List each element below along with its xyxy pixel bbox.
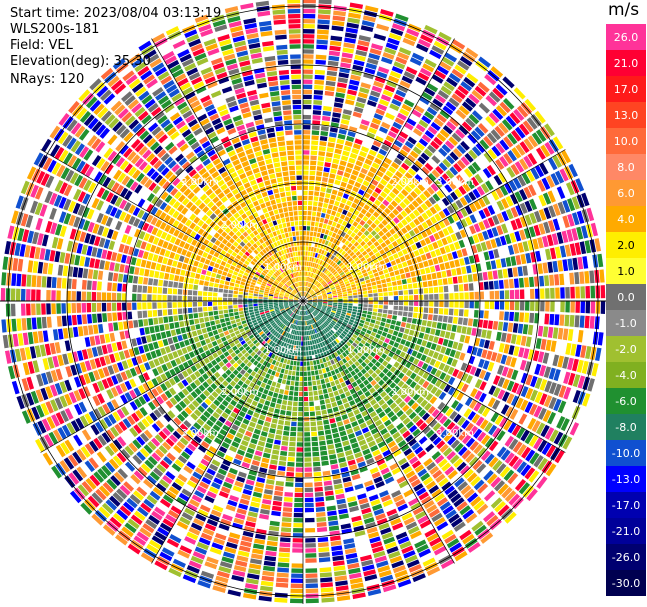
colorbar-swatch (606, 388, 646, 415)
colorbar-swatch (606, 154, 646, 181)
colorbar-swatch (606, 50, 646, 77)
ppi-scan-plot: 1.00km 1.00km 1.00km 1.00km 2.00km 2.00km 2.00… (0, 0, 606, 604)
colorbar-tick-label: 10.0 (613, 135, 639, 148)
colorbar-tick-label: 13.0 (613, 109, 639, 122)
range-ring-label: 1.00km (347, 345, 385, 356)
range-ring-label: 2.00km (221, 387, 259, 398)
start-time-label: Start time: 2023/08/04 03:13:19 (10, 6, 222, 21)
colorbar-tick-label: 21.0 (613, 57, 639, 70)
colorbar-swatch (606, 258, 646, 285)
field-label: Field: VEL (10, 38, 73, 53)
colorbar-tick-label: -30.0 (611, 577, 641, 590)
colorbar-swatch (606, 336, 646, 363)
range-rings: 1.00km 1.00km 1.00km 1.00km 2.00km 2.00km 2.00… (0, 0, 606, 604)
colorbar-tick-label: -17.0 (611, 499, 641, 512)
colorbar-swatch (606, 102, 646, 129)
colorbar-swatch (606, 180, 646, 207)
colorbar-tick-label: -10.0 (611, 447, 641, 460)
instrument-label: WLS200s-181 (10, 22, 100, 37)
colorbar-swatch (606, 492, 646, 519)
colorbar-swatch (606, 206, 646, 233)
colorbar-tick-label: -13.0 (611, 473, 641, 486)
colorbar-swatch (606, 310, 646, 337)
velocity-colorbar (606, 24, 646, 596)
colorbar-tick-label: 17.0 (613, 83, 639, 96)
range-ring-label: 2.00km (391, 387, 429, 398)
range-ring-label: 3.00km (181, 428, 219, 439)
scan-gates (0, 0, 606, 604)
colorbar-tick-label: -4.0 (615, 369, 637, 382)
colorbar-tick-label: 8.0 (617, 161, 635, 174)
colorbar-swatch (606, 284, 646, 311)
colorbar-tick-label: 0.0 (617, 291, 635, 304)
elevation-label: Elevation(deg): 35.30 (10, 54, 151, 69)
range-ring-label: 2.00km (391, 177, 429, 188)
range-ring-label: 1.00km (347, 262, 385, 273)
colorbar-tick-label: 1.0 (617, 265, 635, 278)
colorbar-swatch (606, 570, 646, 596)
range-ring-label: 2.00km (221, 220, 259, 231)
colorbar-tick-label: 2.0 (617, 239, 635, 252)
range-ring-label: 1.00km (264, 262, 302, 273)
nrays-label: NRays: 120 (10, 72, 85, 87)
colorbar-tick-label: -1.0 (615, 317, 637, 330)
colorbar-tick-label: -6.0 (615, 395, 637, 408)
colorbar-swatch (606, 414, 646, 441)
range-ring-label: 3.00km (436, 428, 474, 439)
colorbar-swatch (606, 440, 646, 467)
colorbar-swatch (606, 76, 646, 103)
range-ring-label: 3.00km (181, 177, 219, 188)
colorbar-swatch (606, 128, 646, 155)
colorbar-swatch (606, 518, 646, 545)
colorbar-swatch (606, 544, 646, 571)
colorbar-tick-label: -21.0 (611, 525, 641, 538)
colorbar-swatch (606, 24, 646, 51)
colorbar-tick-label: -8.0 (615, 421, 637, 434)
colorbar-tick-label: 6.0 (617, 187, 635, 200)
colorbar-swatch (606, 232, 646, 259)
colorbar-tick-label: -2.0 (615, 343, 637, 356)
colorbar-unit: m/s (608, 0, 640, 20)
colorbar-tick-label: 4.0 (617, 213, 635, 226)
range-ring-label: 3.00km (436, 177, 474, 188)
colorbar-swatch (606, 362, 646, 389)
colorbar-tick-label: 26.0 (613, 31, 639, 44)
range-ring-label: 1.00km (264, 345, 302, 356)
colorbar-swatch (606, 466, 646, 493)
colorbar-tick-label: -26.0 (611, 551, 641, 564)
